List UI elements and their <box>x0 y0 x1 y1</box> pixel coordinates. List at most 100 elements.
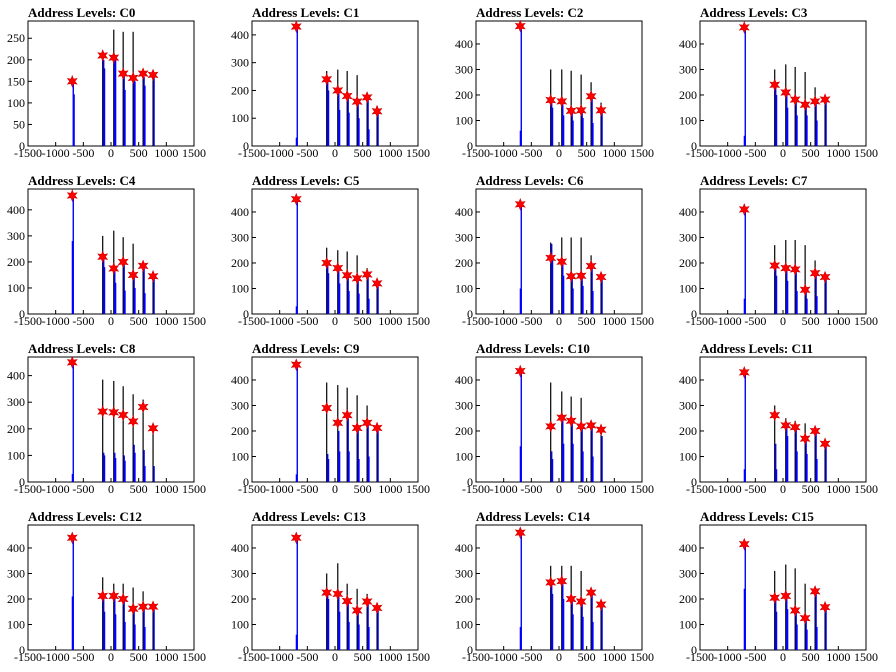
peak-star-marker <box>97 405 109 418</box>
y-tick-label: 0 <box>19 307 25 321</box>
peak-star-marker <box>575 269 587 283</box>
x-tick-label: 1500 <box>182 650 206 664</box>
x-tick-label: 1000 <box>378 314 402 328</box>
peak-star-marker <box>545 576 557 589</box>
peak-star-marker <box>147 421 159 435</box>
x-tick-label: -500 <box>72 146 94 160</box>
chart-title: Address Levels: C6 <box>476 173 584 188</box>
chart-title: Address Levels: C13 <box>252 509 366 524</box>
peak-star-marker <box>556 574 568 588</box>
peak-star-marker <box>108 589 120 603</box>
peak-star-marker <box>780 589 792 603</box>
peak-star-marker <box>66 75 78 88</box>
peak-star-marker <box>137 259 149 273</box>
peak-star-marker <box>332 261 344 275</box>
chart-title: Address Levels: C11 <box>700 341 814 356</box>
y-tick-label: 200 <box>231 83 249 97</box>
x-tick-label: 1500 <box>182 146 206 160</box>
peak-star-marker <box>341 408 353 422</box>
y-tick-label: 50 <box>13 117 25 131</box>
peak-star-marker <box>290 358 302 371</box>
chart-title: Address Levels: C9 <box>252 341 360 356</box>
plot-frame <box>475 188 643 315</box>
x-tick-label: -500 <box>296 650 318 664</box>
x-tick-label: 0 <box>780 650 786 664</box>
chart-title: Address Levels: C12 <box>28 509 142 524</box>
peak-star-marker <box>545 251 557 265</box>
x-tick-label: 1000 <box>826 650 850 664</box>
y-tick-label: 300 <box>231 398 249 412</box>
x-tick-label: 1000 <box>826 314 850 328</box>
peak-star-marker <box>819 600 831 614</box>
peak-star-marker <box>769 408 781 422</box>
x-tick-label: -500 <box>296 314 318 328</box>
x-tick-label: 0 <box>332 146 338 160</box>
plot-frame <box>475 20 643 147</box>
x-tick-label: 1500 <box>406 482 430 496</box>
y-tick-label: 200 <box>455 88 473 102</box>
peak-star-marker <box>117 592 129 606</box>
y-tick-label: 0 <box>691 307 697 321</box>
peak-star-marker <box>341 268 353 282</box>
x-tick-label: -500 <box>520 482 542 496</box>
peak-star-marker <box>595 598 607 611</box>
x-tick-label: -1500 <box>462 650 490 664</box>
x-tick-label: 500 <box>802 482 820 496</box>
peak-star-marker <box>127 71 139 85</box>
peak-star-marker <box>117 255 129 269</box>
peak-star-marker <box>595 270 607 284</box>
plot-frame <box>251 524 419 651</box>
peak-star-marker <box>290 20 302 33</box>
y-tick-label: 0 <box>691 139 697 153</box>
y-tick-label: 200 <box>7 53 25 67</box>
x-tick-label: 1500 <box>182 482 206 496</box>
x-tick-label: 0 <box>108 146 114 160</box>
peak-star-marker <box>556 95 568 108</box>
x-tick-label: 1500 <box>854 482 878 496</box>
y-tick-label: 100 <box>7 617 25 631</box>
peak-star-marker <box>809 95 821 108</box>
peak-star-marker <box>290 192 302 206</box>
x-tick-label: -1000 <box>490 146 518 160</box>
peak-star-marker <box>137 400 149 414</box>
x-tick-label: 500 <box>578 314 596 328</box>
peak-star-marker <box>147 68 159 82</box>
x-tick-label: 1500 <box>854 650 878 664</box>
plot-frame <box>27 20 195 147</box>
x-tick-label: -1500 <box>686 146 714 160</box>
y-tick-label: 300 <box>679 230 697 244</box>
x-tick-label: 1000 <box>826 146 850 160</box>
x-tick-label: -1500 <box>686 314 714 328</box>
x-tick-label: 500 <box>802 650 820 664</box>
chart-panel: Address Levels: C12 0 100 200 300 400 -1500 -10… <box>0 504 224 672</box>
y-tick-label: 200 <box>679 592 697 606</box>
peak-star-marker <box>332 416 344 430</box>
chart-panel: Address Levels: C15 0 100 200 300 400 -1500 -10… <box>672 504 896 672</box>
peak-star-marker <box>575 103 587 117</box>
plot-frame <box>251 188 419 315</box>
chart-svg: 0 100 200 300 400 -1500 -1000 -500 0 500 1000 1500 <box>231 188 430 328</box>
x-tick-label: -1500 <box>14 650 42 664</box>
peak-star-marker <box>585 89 597 103</box>
x-tick-label: -1000 <box>714 146 742 160</box>
x-tick-label: 500 <box>578 650 596 664</box>
peak-star-marker <box>137 67 149 80</box>
x-tick-label: -1000 <box>266 146 294 160</box>
x-tick-label: -1000 <box>42 146 70 160</box>
x-tick-label: 0 <box>556 146 562 160</box>
x-tick-label: -1500 <box>686 482 714 496</box>
peak-star-marker <box>585 259 597 273</box>
y-tick-label: 200 <box>231 424 249 438</box>
chart-title: Address Levels: C15 <box>700 509 814 524</box>
x-tick-label: 1000 <box>378 146 402 160</box>
y-tick-label: 250 <box>7 31 25 45</box>
peak-star-marker <box>738 366 750 379</box>
peak-star-marker <box>565 592 577 606</box>
peak-star-marker <box>789 93 801 106</box>
y-tick-label: 300 <box>679 62 697 76</box>
peak-star-marker <box>565 104 577 118</box>
y-tick-label: 300 <box>231 230 249 244</box>
x-tick-label: 1000 <box>154 482 178 496</box>
x-tick-label: 1000 <box>826 482 850 496</box>
x-tick-label: -1000 <box>42 482 70 496</box>
